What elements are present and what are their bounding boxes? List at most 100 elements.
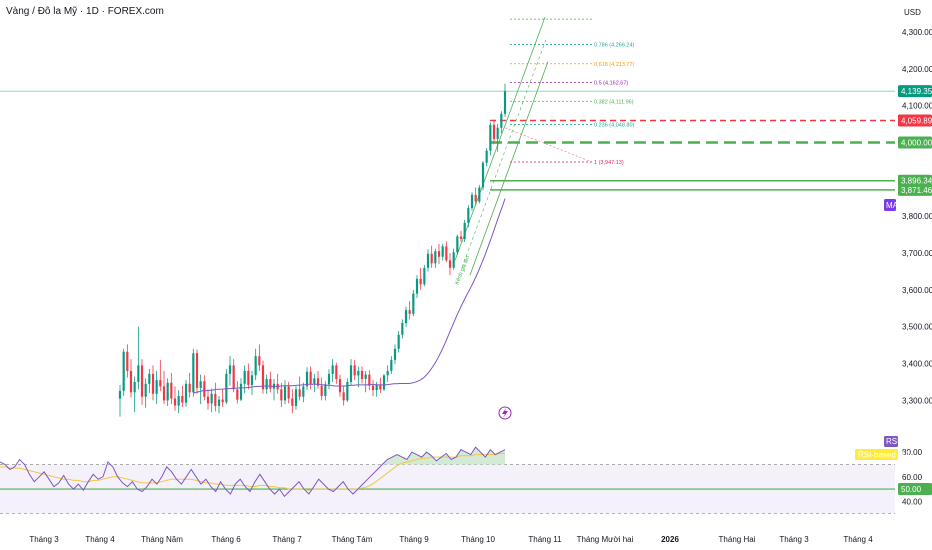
channel-mid (461, 39, 547, 268)
price-badge (898, 174, 932, 187)
candle-body (342, 392, 345, 401)
uptrend-channel: Kênh giá lên (454, 17, 549, 286)
candle-body (397, 334, 400, 349)
price-badges: 4,139.35 4,059.89 4,000.00 3,896.343,871.46… (855, 85, 932, 496)
channel-lower (469, 61, 549, 276)
candle-body (426, 253, 430, 268)
candle-body (217, 399, 221, 406)
candle-body (401, 323, 404, 335)
rsi-ma-badge-label: RSI-based MA (858, 451, 911, 460)
candle-body (177, 395, 180, 406)
candle-body (503, 91, 507, 114)
candle-body (188, 383, 191, 393)
candlesticks (118, 83, 507, 417)
time-tick-label: Tháng 10 (461, 535, 495, 544)
candle-body (437, 251, 441, 257)
rsi-line (0, 446, 506, 498)
time-axis: Tháng 3 Tháng 4 Tháng Năm Tháng 6 Tháng 7 Thá… (29, 535, 873, 544)
time-tick-label: Tháng 9 (399, 535, 429, 544)
price-tick-label: 3,300.00 (902, 396, 932, 405)
candle-body (478, 187, 481, 202)
candle-body (214, 393, 217, 406)
candle-body (441, 246, 444, 257)
fib-levels: 0.786 (4,266.24) 0.618 (4,213.77) 0.5 (4,1… (504, 18, 635, 166)
time-tick-label: Tháng 7 (272, 535, 302, 544)
candle-body (159, 380, 162, 387)
candle-body (371, 385, 375, 391)
candle-body (496, 127, 499, 139)
time-tick-label: Tháng 4 (843, 535, 873, 544)
time-tick-label: Tháng Năm (141, 535, 183, 544)
candle-body (129, 370, 133, 393)
price-badge-label: 4,000.00 (901, 139, 932, 148)
candle-body (448, 260, 452, 268)
candle-body (206, 396, 210, 404)
time-tick-label: Tháng Tám (332, 535, 373, 544)
price-badge (898, 136, 932, 149)
rsi-ma-badge (855, 449, 898, 460)
price-tick-label: 3,600.00 (902, 286, 932, 295)
candle-body (357, 370, 360, 376)
candle-body (148, 373, 151, 384)
candle-body (500, 113, 503, 128)
candle-body (195, 353, 199, 388)
candle-body (320, 385, 323, 396)
candle-body (294, 389, 298, 406)
candle-body (434, 251, 437, 264)
candle-body (199, 381, 202, 388)
candle-body (232, 365, 235, 390)
markers (498, 406, 512, 420)
candle-body (390, 359, 393, 371)
time-tick-label: 2026 (661, 535, 679, 544)
candle-body (140, 365, 144, 397)
candle-body (192, 353, 195, 393)
ma-line (193, 198, 506, 394)
rsi-mid-badge-label: 50.00 (901, 485, 922, 494)
candle-body (228, 365, 232, 374)
price-badge-label: 4,059.89 (901, 116, 932, 125)
time-tick-label: Tháng Hai (719, 535, 756, 544)
candle-body (144, 383, 147, 397)
candle-body (122, 351, 125, 391)
candle-body (181, 395, 184, 403)
fib-label: 0.786 (4,266.24) (594, 42, 635, 48)
candle-body (155, 380, 158, 394)
candle-body (492, 124, 496, 139)
time-tick-label: Tháng Mười hai (577, 535, 634, 544)
ma-badge-label: MA (886, 201, 899, 210)
candle-body (456, 236, 459, 253)
price-tick-label: 3,500.00 (902, 323, 932, 332)
price-badge-label: 4,139.35 (901, 87, 932, 96)
candle-body (353, 365, 356, 376)
currency-label: USD (904, 8, 921, 17)
rsi-tick-label: 40.00 (902, 497, 923, 506)
candle-body (459, 236, 463, 240)
candle-body (415, 278, 419, 294)
candle-body (404, 310, 408, 324)
rsi-tick-label: 80.00 (902, 448, 923, 457)
price-tick-label: 3,700.00 (902, 249, 932, 258)
candle-body (225, 373, 228, 403)
candle-body (313, 378, 316, 384)
candle-body (210, 393, 213, 404)
candle-body (360, 370, 364, 380)
candle-body (379, 384, 382, 390)
candle-body (203, 381, 206, 397)
candle-body (467, 208, 470, 223)
moving-average-line (193, 198, 506, 394)
time-tick-label: Tháng 11 (528, 535, 562, 544)
horizontal-lines (0, 90, 895, 191)
price-badge-label: 3,871.46 (901, 186, 932, 195)
candle-body (412, 293, 415, 314)
candle-body (291, 398, 294, 406)
candle-body (283, 386, 287, 401)
candle-body (375, 384, 378, 391)
fib-label: 1 (3,947.13) (594, 160, 624, 166)
time-tick-label: Tháng 3 (29, 535, 59, 544)
price-badge (898, 85, 932, 98)
price-tick-label: 3,400.00 (902, 360, 932, 369)
candle-body (170, 382, 173, 399)
candle-body (470, 194, 474, 209)
price-badge (898, 114, 932, 127)
